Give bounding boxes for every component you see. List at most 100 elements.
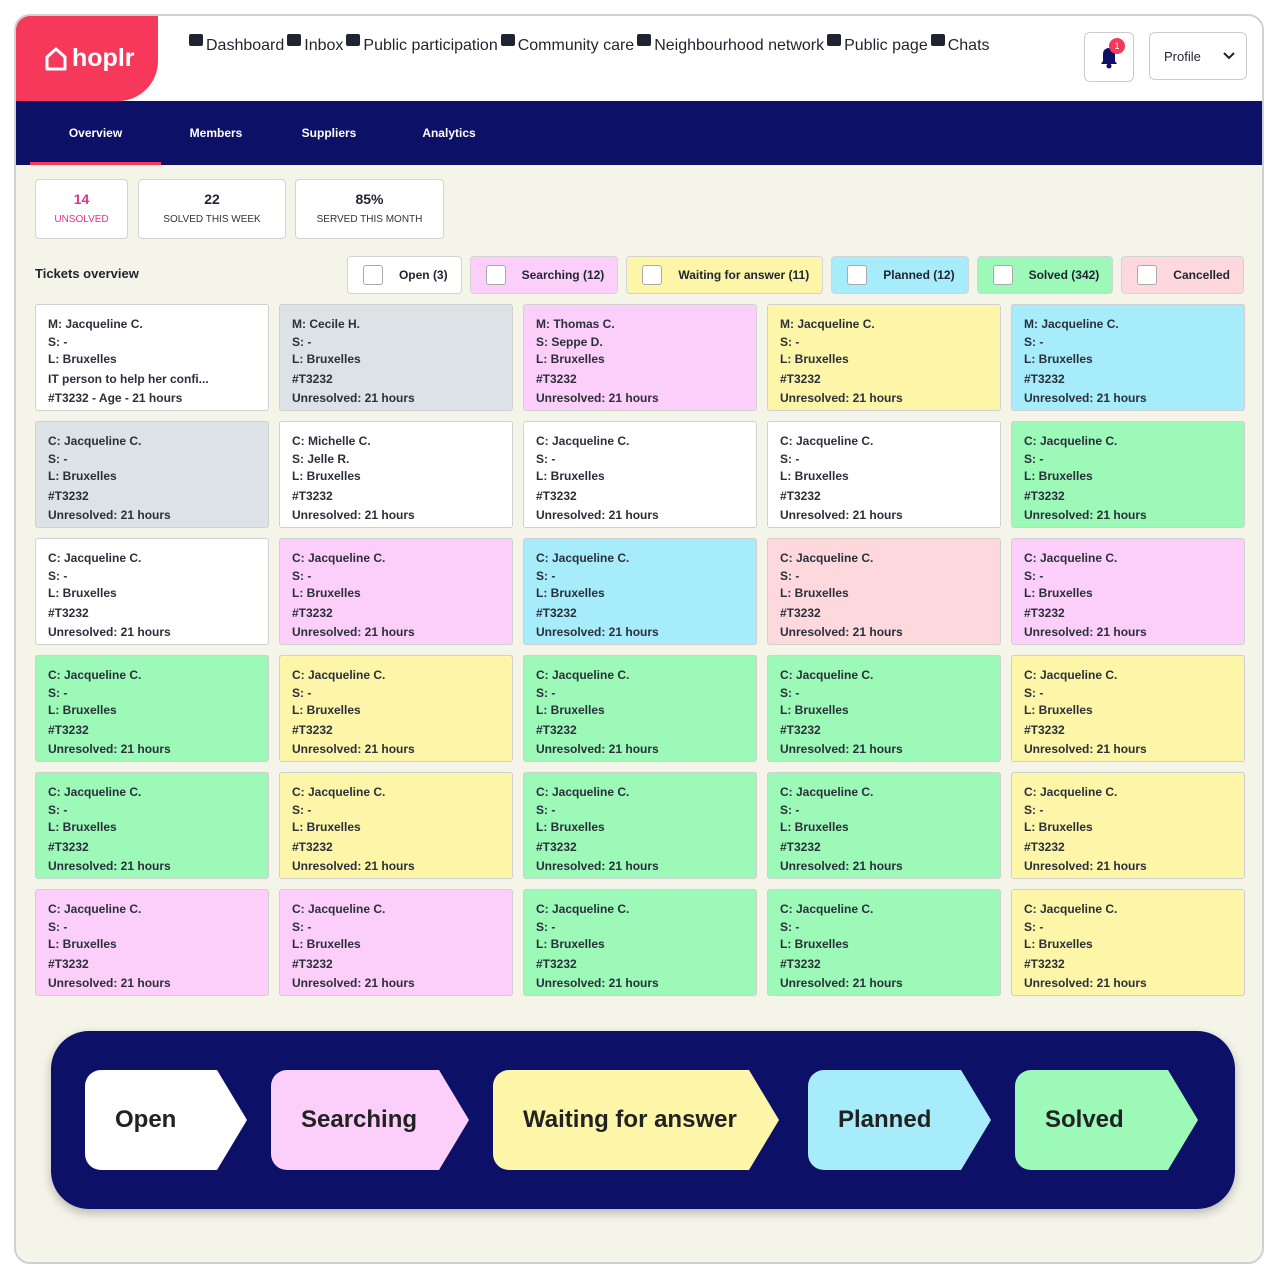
ticket-card[interactable]: M: Jacqueline C. S: - L: Bruxelles IT perso… (35, 304, 269, 411)
checkbox[interactable] (992, 265, 1013, 285)
nav-item[interactable]: Community care (498, 30, 634, 55)
ticket-line: S: - (292, 334, 312, 349)
ticket-card[interactable]: C: Jacqueline C. S: - L: Bruxelles #T3232 Un… (35, 421, 269, 528)
ticket-line: L: Bruxelles (48, 937, 117, 951)
ticket-card[interactable]: C: Jacqueline C. S: - L: Bruxelles #T3232 Un… (767, 772, 1001, 879)
ticket-card[interactable]: C: Jacqueline C. S: - L: Bruxelles #T3232 Un… (523, 538, 757, 645)
ticket-line: L: Bruxelles (536, 586, 605, 600)
ticket-card[interactable]: C: Jacqueline C. S: - L: Bruxelles #T3232 Un… (35, 772, 269, 879)
ticket-line: L: Bruxelles (1024, 820, 1093, 834)
nav-item[interactable]: Neighbourhood network (634, 30, 824, 55)
nav-item[interactable]: Dashboard (186, 30, 284, 55)
ticket-card[interactable]: C: Jacqueline C. S: - L: Bruxelles #T3232 Un… (1011, 655, 1245, 762)
ticket-card[interactable]: C: Jacqueline C. S: - L: Bruxelles #T3232 Un… (279, 889, 513, 996)
ticket-line: S: - (292, 568, 312, 583)
ticket-card[interactable]: C: Jacqueline C. S: - L: Bruxelles #T3232 Un… (1011, 889, 1245, 996)
stat-label: SOLVED THIS WEEK (163, 214, 261, 225)
checkbox[interactable] (362, 265, 383, 285)
stat-label: UNSOLVED (54, 214, 109, 225)
flow-step: Searching (271, 1070, 469, 1170)
ticket-card[interactable]: M: Jacqueline C. S: - L: Bruxelles #T3232 Un… (767, 304, 1001, 411)
ticket-line: L: Bruxelles (292, 469, 361, 483)
ticket-line: L: Bruxelles (48, 820, 117, 834)
nav-icon (346, 34, 361, 46)
ticket-card[interactable]: C: Jacqueline C. S: - L: Bruxelles #T3232 Un… (767, 421, 1001, 528)
nav-item[interactable]: Inbox (284, 30, 343, 55)
ticket-card[interactable]: C: Jacqueline C. S: - L: Bruxelles #T3232 Un… (279, 538, 513, 645)
ticket-line: Unresolved: 21 hours (292, 391, 415, 405)
checkbox[interactable] (485, 265, 506, 285)
sub-tab[interactable]: Analytics (422, 126, 476, 140)
ticket-line: #T3232 (292, 371, 333, 386)
ticket-line: #T3232 (536, 956, 577, 971)
ticket-line: L: Bruxelles (1024, 352, 1093, 366)
tickets-title: Tickets overview (35, 266, 139, 281)
ticket-line: Unresolved: 21 hours (1024, 859, 1147, 873)
ticket-card[interactable]: C: Jacqueline C. S: - L: Bruxelles #T3232 Un… (1011, 538, 1245, 645)
checkbox[interactable] (847, 265, 868, 285)
ticket-card[interactable]: C: Jacqueline C. S: - L: Bruxelles #T3232 Un… (35, 889, 269, 996)
ticket-line: Unresolved: 21 hours (780, 508, 903, 522)
ticket-card[interactable]: C: Jacqueline C. S: - L: Bruxelles #T3232 Un… (523, 655, 757, 762)
ticket-card[interactable]: C: Jacqueline C. S: - L: Bruxelles #T3232 Un… (1011, 421, 1245, 528)
ticket-line: #T3232 (780, 839, 821, 854)
ticket-card[interactable]: C: Jacqueline C. S: - L: Bruxelles #T3232 Un… (767, 538, 1001, 645)
checkbox[interactable] (1137, 265, 1158, 285)
ticket-card[interactable]: C: Michelle C. S: Jelle R. L: Bruxelles #T3… (279, 421, 513, 528)
ticket-card[interactable]: C: Jacqueline C. S: - L: Bruxelles #T3232 Un… (523, 421, 757, 528)
ticket-line: C: Jacqueline C. (536, 551, 630, 565)
ticket-card[interactable]: C: Jacqueline C. S: - L: Bruxelles #T3232 Un… (35, 538, 269, 645)
ticket-line: S: - (780, 802, 800, 817)
ticket-card[interactable]: C: Jacqueline C. S: - L: Bruxelles #T3232 Un… (279, 655, 513, 762)
ticket-line: C: Jacqueline C. (536, 785, 630, 799)
nav-label: Dashboard (206, 37, 285, 54)
ticket-card[interactable]: C: Jacqueline C. S: - L: Bruxelles #T3232 Un… (767, 655, 1001, 762)
ticket-card[interactable]: M: Jacqueline C. S: - L: Bruxelles #T3232 Un… (1011, 304, 1245, 411)
sub-tab[interactable]: Suppliers (301, 126, 357, 140)
notifications-button[interactable]: 1 (1084, 32, 1134, 82)
ticket-line: C: Jacqueline C. (1024, 434, 1118, 448)
sub-tab[interactable]: Members (189, 126, 243, 140)
ticket-line: M: Jacqueline C. (780, 317, 875, 331)
filter-chip[interactable]: Open (3) (346, 256, 462, 294)
ticket-line: L: Bruxelles (292, 820, 361, 834)
nav-item[interactable]: Public participation (343, 30, 498, 55)
stat-value: 22 (204, 191, 220, 207)
ticket-line: C: Jacqueline C. (292, 902, 386, 916)
ticket-card[interactable]: M: Cecile H. S: - L: Bruxelles #T3232 Unreso… (279, 304, 513, 411)
nav-item[interactable]: Public page (824, 30, 928, 55)
ticket-line: C: Jacqueline C. (780, 785, 874, 799)
checkbox[interactable] (642, 265, 663, 285)
nav-icon (637, 34, 652, 46)
ticket-line: Unresolved: 21 hours (780, 742, 903, 756)
ticket-card[interactable]: C: Jacqueline C. S: - L: Bruxelles #T3232 Un… (279, 772, 513, 879)
ticket-line: IT person to help her confi... (48, 371, 209, 386)
ticket-card[interactable]: C: Jacqueline C. S: - L: Bruxelles #T3232 Un… (767, 889, 1001, 996)
stat-card: 85% SERVED THIS MONTH (295, 179, 444, 239)
sub-tab[interactable]: Overview (30, 101, 161, 165)
ticket-line: L: Bruxelles (780, 703, 849, 717)
filter-chip[interactable]: Planned (12) (831, 256, 969, 294)
ticket-card[interactable]: C: Jacqueline C. S: - L: Bruxelles #T3232 Un… (523, 889, 757, 996)
ticket-line: S: - (536, 802, 556, 817)
ticket-line: L: Bruxelles (48, 703, 117, 717)
nav-item[interactable]: Chats (928, 30, 990, 55)
filter-chip[interactable]: Searching (12) (469, 256, 619, 294)
filter-chip[interactable]: Solved (342) (976, 256, 1114, 294)
ticket-card[interactable]: M: Thomas C. S: Seppe D. L: Bruxelles #T323… (523, 304, 757, 411)
filter-chip[interactable]: Waiting for answer (11) (626, 256, 824, 294)
status-flow: Open Searching Waiting for answer Planned So… (51, 1031, 1235, 1209)
ticket-line: Unresolved: 21 hours (1024, 742, 1147, 756)
ticket-line: S: Seppe D. (536, 334, 603, 349)
ticket-card[interactable]: C: Jacqueline C. S: - L: Bruxelles #T3232 Un… (523, 772, 757, 879)
logo[interactable]: hoplr (16, 16, 158, 101)
ticket-card[interactable]: C: Jacqueline C. S: - L: Bruxelles #T3232 Un… (1011, 772, 1245, 879)
ticket-line: Unresolved: 21 hours (292, 625, 415, 639)
filter-chip[interactable]: Cancelled (1121, 256, 1244, 294)
ticket-card[interactable]: C: Jacqueline C. S: - L: Bruxelles #T3232 Un… (35, 655, 269, 762)
app-frame: hoplr Dashboard Inbox Public participation… (14, 14, 1264, 1264)
ticket-line: C: Jacqueline C. (48, 668, 142, 682)
ticket-line: C: Jacqueline C. (48, 434, 142, 448)
profile-button[interactable]: Profile (1149, 32, 1247, 80)
